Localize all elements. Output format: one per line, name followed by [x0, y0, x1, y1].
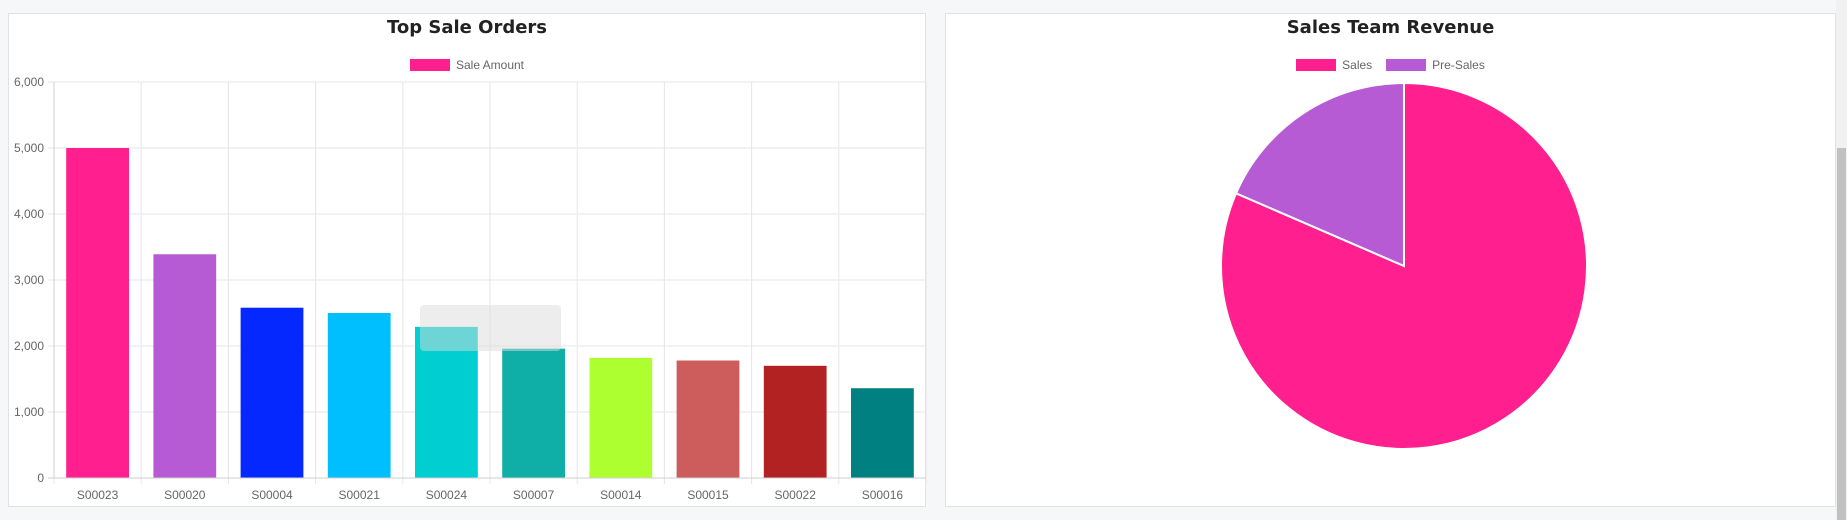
x-tick-label: S00014: [600, 488, 642, 502]
x-tick-label: S00015: [687, 488, 729, 502]
legend-item-sales[interactable]: Sales: [1296, 58, 1372, 72]
x-tick-label: S00021: [339, 488, 381, 502]
tooltip-placeholder: [420, 305, 561, 351]
bar-S00007: [502, 348, 565, 478]
legend-label: Sale Amount: [455, 58, 525, 72]
bar-S00023: [66, 148, 129, 478]
legend-item-pre-sales[interactable]: Pre-Sales: [1386, 58, 1485, 72]
bar-S00022: [763, 365, 827, 478]
page-scrollbar[interactable]: [1836, 0, 1847, 520]
scrollbar-thumb[interactable]: [1837, 148, 1846, 520]
y-tick-label: 1,000: [14, 405, 44, 419]
pie-slice-pre-sales: [1234, 81, 1405, 268]
pie-chart-legend: Sales Pre-Sales: [946, 58, 1835, 72]
bar-S00015: [676, 360, 740, 478]
y-tick-label: 3,000: [14, 273, 44, 287]
top-sale-orders-panel: Top Sale Orders Sale Amount 0 1,000 2,000 3…: [8, 13, 927, 507]
pie-chart: [1220, 81, 1588, 450]
y-tick-label: 2,000: [14, 339, 44, 353]
sales-team-revenue-panel: Sales Team Revenue Sales Pre-Sales: [945, 13, 1836, 507]
bar-chart-legend: Sale Amount: [9, 58, 925, 72]
x-tick-label: S00022: [775, 488, 817, 502]
legend-item-sale-amount[interactable]: Sale Amount: [409, 58, 525, 72]
y-tick-label: 5,000: [14, 141, 44, 155]
legend-swatch: [1386, 59, 1427, 71]
pie-chart-title: Sales Team Revenue: [1286, 17, 1495, 38]
y-tick-label: 4,000: [14, 207, 44, 221]
legend-swatch: [1296, 59, 1337, 71]
legend-label: Pre-Sales: [1432, 58, 1485, 72]
x-tick-label: S00004: [251, 488, 293, 502]
x-tick-label: S00024: [426, 488, 468, 502]
bar-S00016: [851, 388, 914, 478]
bar-chart-title: Top Sale Orders: [386, 17, 548, 38]
x-tick-label: S00016: [862, 488, 904, 502]
bar-chart: 0 1,000 2,000 3,000 4,000 5,000 6,000 S00023 S00…: [14, 75, 927, 502]
bar-S00020: [153, 254, 217, 478]
bar-S00021: [327, 313, 391, 478]
x-tick-label: S00023: [77, 488, 119, 502]
x-tick-label: S00007: [513, 488, 555, 502]
bar-S00004: [240, 307, 304, 478]
x-tick-label: S00020: [164, 488, 206, 502]
y-tick-label: 6,000: [14, 75, 44, 89]
bar-S00014: [589, 357, 653, 478]
legend-swatch: [409, 59, 450, 71]
y-tick-label: 0: [37, 471, 44, 485]
bar-S00024: [415, 326, 478, 478]
legend-label: Sales: [1342, 58, 1373, 72]
